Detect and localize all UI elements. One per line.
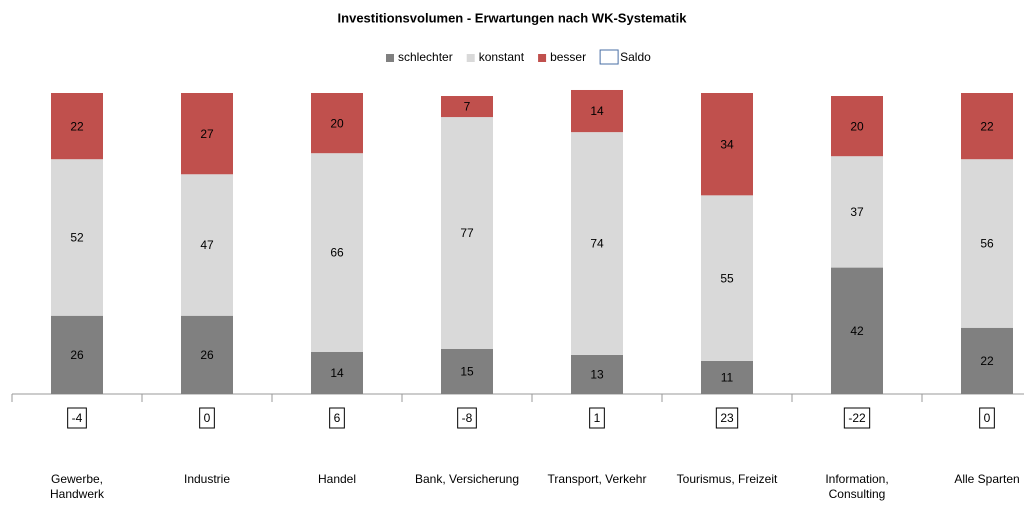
bar-segment xyxy=(831,96,883,157)
saldo-box xyxy=(589,407,605,429)
bar-segment xyxy=(51,93,103,160)
x-tick-label: Transport, Verkehr xyxy=(547,472,647,486)
saldo-box xyxy=(843,407,871,429)
saldo-box xyxy=(715,407,739,429)
data-label: 14 xyxy=(330,366,344,380)
x-tick-label: Bank, Versicherung xyxy=(414,472,520,486)
saldo-label: -4 xyxy=(72,411,83,425)
data-label: 66 xyxy=(330,246,344,260)
x-tick-label-wrap: Transport, Verkehr xyxy=(547,472,647,486)
bar-segment xyxy=(181,315,233,394)
data-label: 7 xyxy=(464,100,471,114)
saldo-label: 1 xyxy=(594,411,601,425)
bar-segment xyxy=(701,360,753,394)
legend-label: schlechter xyxy=(398,50,453,64)
saldo-box xyxy=(329,407,345,429)
x-tick-label: Handel xyxy=(317,472,357,486)
saldo-box xyxy=(979,407,995,429)
data-label: 27 xyxy=(200,127,214,141)
bar-segment xyxy=(181,174,233,316)
chart-title: Investitionsvolumen - Erwartungen nach W… xyxy=(338,10,688,25)
data-label: 13 xyxy=(590,368,604,382)
x-tick-label-wrap: Gewerbe, Handwerk xyxy=(49,472,105,501)
data-label: 42 xyxy=(850,324,864,338)
bar-segment xyxy=(51,159,103,316)
legend-swatch xyxy=(538,54,547,62)
saldo-label: 0 xyxy=(984,411,991,425)
saldo-label: -22 xyxy=(848,411,866,425)
saldo-box xyxy=(199,407,215,429)
bar-segment xyxy=(961,159,1013,328)
x-tick-label: Information, Consulting xyxy=(825,472,889,501)
bar-segment xyxy=(51,315,103,394)
legend-swatch xyxy=(599,49,619,65)
bar-segment xyxy=(441,96,493,118)
x-tick-label: Tourismus, Freizeit xyxy=(676,472,778,486)
bar-segment xyxy=(961,327,1013,394)
saldo-label: 23 xyxy=(720,411,734,425)
data-label: 56 xyxy=(980,237,994,251)
x-tick-label: Industrie xyxy=(183,472,231,486)
data-label: 20 xyxy=(850,119,864,133)
legend-swatch xyxy=(466,54,475,62)
x-tick-label-wrap: Tourismus, Freizeit xyxy=(676,472,778,486)
legend-label: konstant xyxy=(479,50,525,64)
data-label: 26 xyxy=(70,348,84,362)
data-label: 26 xyxy=(200,348,214,362)
x-tick-label-wrap: Industrie xyxy=(183,472,231,486)
bar-segment xyxy=(961,93,1013,160)
data-label: 34 xyxy=(720,137,734,151)
data-label: 77 xyxy=(460,226,474,240)
bar-segment xyxy=(571,354,623,394)
x-tick-label: Gewerbe, Handwerk xyxy=(49,472,105,501)
legend-label: Saldo xyxy=(620,50,651,64)
saldo-label: 0 xyxy=(204,411,211,425)
data-label: 37 xyxy=(850,205,864,219)
bar-segment xyxy=(571,132,623,355)
bar-segment xyxy=(701,93,753,196)
saldo-box xyxy=(67,407,87,429)
bar-segment xyxy=(311,351,363,394)
data-label: 22 xyxy=(980,119,994,133)
data-label: 55 xyxy=(720,271,734,285)
x-tick-label-wrap: Alle Sparten xyxy=(954,472,1020,486)
bar-segment xyxy=(571,89,623,133)
legend-label: besser xyxy=(550,50,586,64)
bar-segment xyxy=(831,267,883,394)
bar-segment xyxy=(441,348,493,394)
data-label: 52 xyxy=(70,231,84,245)
bar-segment xyxy=(181,93,233,175)
data-label: 22 xyxy=(70,119,84,133)
data-label: 20 xyxy=(330,116,344,130)
x-tick-label-wrap: Handel xyxy=(317,472,357,486)
data-label: 22 xyxy=(980,354,994,368)
legend-swatch xyxy=(386,54,394,62)
x-tick-label-wrap: Information, Consulting xyxy=(825,472,889,501)
x-tick-label-wrap: Bank, Versicherung xyxy=(414,472,520,486)
data-label: 74 xyxy=(590,237,604,251)
bar-segment xyxy=(311,93,363,154)
data-label: 15 xyxy=(460,365,474,379)
bar-segment xyxy=(831,156,883,268)
data-label: 14 xyxy=(590,104,604,118)
saldo-label: -8 xyxy=(462,411,473,425)
x-tick-label: Alle Sparten xyxy=(954,472,1020,486)
data-label: 47 xyxy=(200,238,214,252)
bar-segment xyxy=(701,195,753,361)
bar-segment xyxy=(311,153,363,352)
saldo-box xyxy=(457,407,477,429)
data-label: 11 xyxy=(721,371,734,385)
saldo-label: 6 xyxy=(334,411,341,425)
bar-segment xyxy=(441,117,493,349)
